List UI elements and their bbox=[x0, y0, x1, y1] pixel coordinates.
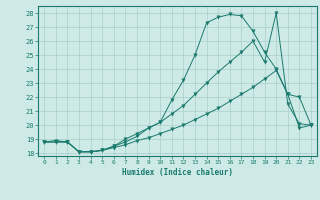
X-axis label: Humidex (Indice chaleur): Humidex (Indice chaleur) bbox=[122, 168, 233, 177]
